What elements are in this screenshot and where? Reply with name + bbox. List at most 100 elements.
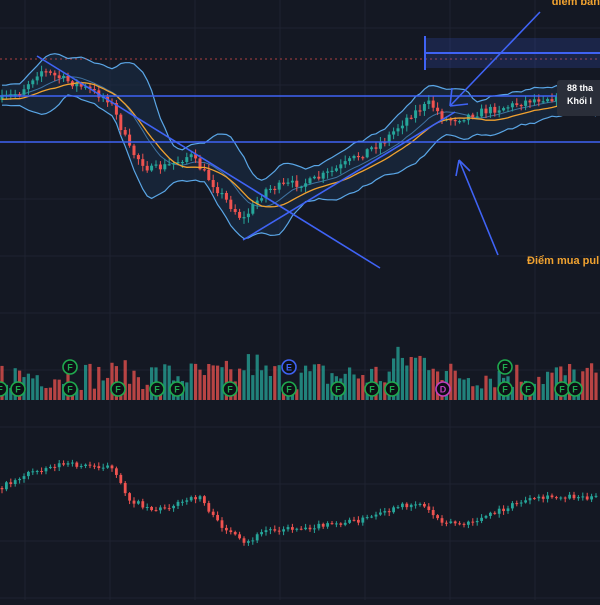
secondary-candle-body — [339, 523, 343, 525]
volume-bar — [207, 363, 211, 400]
secondary-candle-body — [563, 497, 567, 499]
event-markers[interactable]: FFFFFFFEFFFFDFFFFFF — [0, 359, 583, 397]
candle-body — [119, 114, 123, 131]
secondary-candle-body — [577, 497, 580, 499]
candle-body — [260, 198, 264, 201]
candle-body — [352, 155, 356, 159]
volume-bar — [224, 360, 228, 400]
volume-bar — [321, 365, 325, 400]
candle-body — [290, 180, 294, 183]
volume-bar — [352, 374, 356, 400]
candle-body — [211, 180, 215, 188]
secondary-candle-body — [44, 468, 48, 472]
volume-bar — [185, 382, 189, 400]
secondary-candle-body — [431, 510, 435, 516]
event-marker-label: F — [67, 385, 73, 395]
volume-bar — [194, 363, 198, 400]
volume-bar — [396, 346, 400, 400]
volume-bar — [317, 364, 321, 400]
secondary-candle-body — [185, 500, 189, 502]
candle-body — [449, 119, 453, 121]
secondary-candle-body — [255, 534, 259, 541]
event-marker-label: F — [286, 385, 292, 395]
candle-body — [22, 89, 26, 95]
secondary-candle-body — [335, 523, 338, 525]
candle-body — [198, 158, 202, 170]
secondary-candle-body — [0, 488, 4, 490]
secondary-candle-body — [506, 508, 510, 512]
secondary-candle-body — [449, 521, 453, 523]
candle-body — [400, 125, 404, 129]
candle-body — [53, 72, 57, 76]
price-tooltip: 88 tha Khối l — [557, 80, 600, 116]
secondary-candle-body — [330, 523, 334, 525]
event-marker-circle — [384, 381, 400, 397]
candle-body — [396, 128, 400, 132]
buy-arrow-head — [455, 159, 471, 177]
secondary-candle-body — [317, 523, 321, 529]
volume-bar — [40, 386, 44, 400]
candle-body — [216, 187, 220, 194]
secondary-candle-body — [489, 512, 492, 516]
secondary-candle-body — [502, 508, 505, 512]
candle-body — [40, 71, 44, 77]
secondary-candle-body — [515, 503, 519, 505]
candle-body — [282, 182, 286, 184]
candle-body — [546, 99, 550, 102]
secondary-candle-body — [321, 523, 325, 527]
secondary-candle-body — [559, 497, 563, 499]
volume-bar — [123, 360, 127, 400]
secondary-candle-body — [251, 540, 255, 542]
secondary-candle-body — [379, 512, 382, 515]
volume-bar — [493, 387, 497, 400]
candle-body — [418, 110, 422, 112]
secondary-candle-body — [203, 496, 206, 504]
candle-body — [519, 104, 523, 107]
secondary-candle-body — [524, 500, 527, 503]
volume-bar — [260, 370, 264, 400]
event-marker-circle — [497, 359, 513, 375]
secondary-candle-body — [154, 510, 158, 512]
secondary-candle-body — [260, 532, 263, 535]
event-marker-circle — [222, 381, 238, 397]
secondary-candle-body — [462, 523, 466, 525]
secondary-candle-body — [550, 495, 554, 498]
candle-body — [405, 117, 409, 126]
drawing-tools[interactable] — [0, 11, 600, 269]
secondary-candle-body — [35, 470, 39, 472]
secondary-candle-body — [286, 527, 290, 530]
secondary-candle-body — [264, 530, 268, 533]
secondary-candle-body — [519, 502, 523, 504]
candle-body — [18, 94, 22, 96]
event-marker-label: F — [67, 363, 73, 373]
volume-bar — [312, 364, 316, 400]
volume-bar — [510, 387, 514, 400]
secondary-candle-body — [62, 463, 65, 465]
secondary-candle-body — [216, 514, 219, 521]
secondary-candle-body — [383, 511, 387, 513]
secondary-candle-body — [528, 498, 532, 501]
secondary-candle-body — [299, 528, 303, 530]
event-marker-circle — [0, 381, 8, 397]
volume-bar — [409, 356, 413, 400]
volume-bar — [295, 389, 299, 400]
secondary-candle-body — [119, 474, 123, 483]
secondary-candle-body — [414, 504, 417, 506]
secondary-candle-body — [440, 518, 444, 523]
event-marker-label: F — [115, 385, 121, 395]
candle-body — [550, 99, 554, 102]
event-marker-label: F — [227, 385, 233, 395]
bollinger-band-fill — [2, 53, 596, 239]
candle-body — [510, 103, 514, 108]
candle-body — [299, 186, 303, 188]
candle-body — [158, 164, 162, 170]
volume-bar — [277, 365, 281, 400]
candle-body — [31, 80, 35, 85]
volume-bar — [220, 367, 224, 400]
volume-bar — [361, 375, 365, 400]
candle-body — [475, 116, 479, 118]
tooltip-line-price: 88 tha — [567, 83, 594, 93]
secondary-candle-body — [418, 503, 422, 505]
